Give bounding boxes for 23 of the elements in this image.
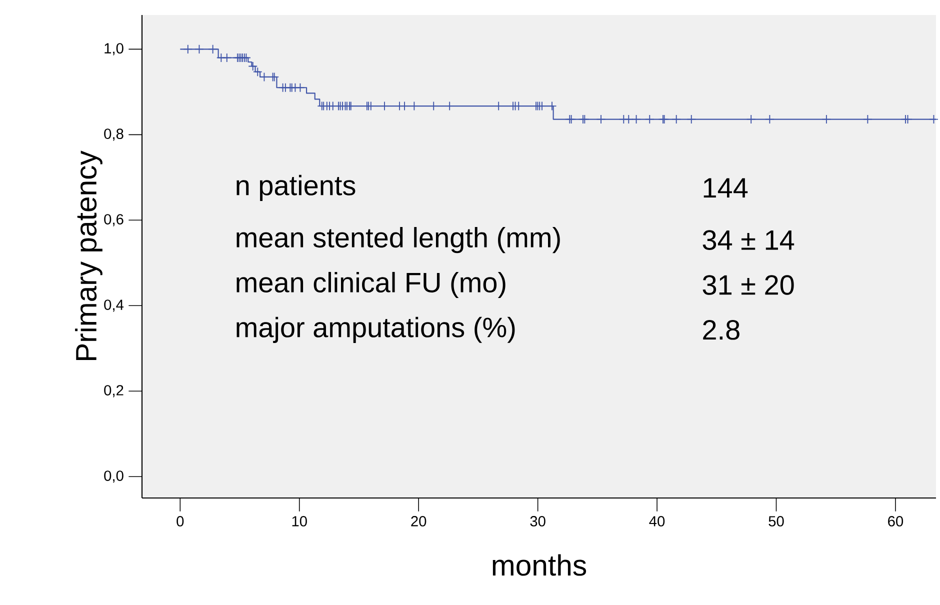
annotation: 2.8 [703,320,740,340]
annotation: mean clinical FU (mo) [236,272,506,298]
y-tick-label: 0,0 [104,470,124,483]
y-tick-label: 1,0 [104,43,124,56]
y-tick-label: 0,6 [104,214,124,226]
annotation: major amputations (%) [236,316,515,343]
x-tick-label: 0 [176,516,184,526]
y-tick-label: 0,8 [104,128,124,141]
annotation: mean stented length (mm) [236,227,560,254]
y-tick-label: 0,4 [104,300,124,312]
y-tick-label: 0,2 [104,385,124,398]
x-tick-label: 30 [530,516,546,526]
x-axis-title: months [492,554,586,576]
annotation: 34 ± 14 [702,230,794,250]
x-tick-label: 20 [411,516,426,526]
x-tick-label: 10 [292,516,307,526]
x-tick-label: 40 [649,516,665,526]
annotation: 31 ± 20 [702,275,794,295]
y-axis-title: Primary patency [75,150,102,360]
x-tick-label: 50 [768,516,784,526]
annotation: n patients [236,174,356,201]
annotation: 144 [704,178,748,198]
x-tick-label: 60 [888,516,904,526]
